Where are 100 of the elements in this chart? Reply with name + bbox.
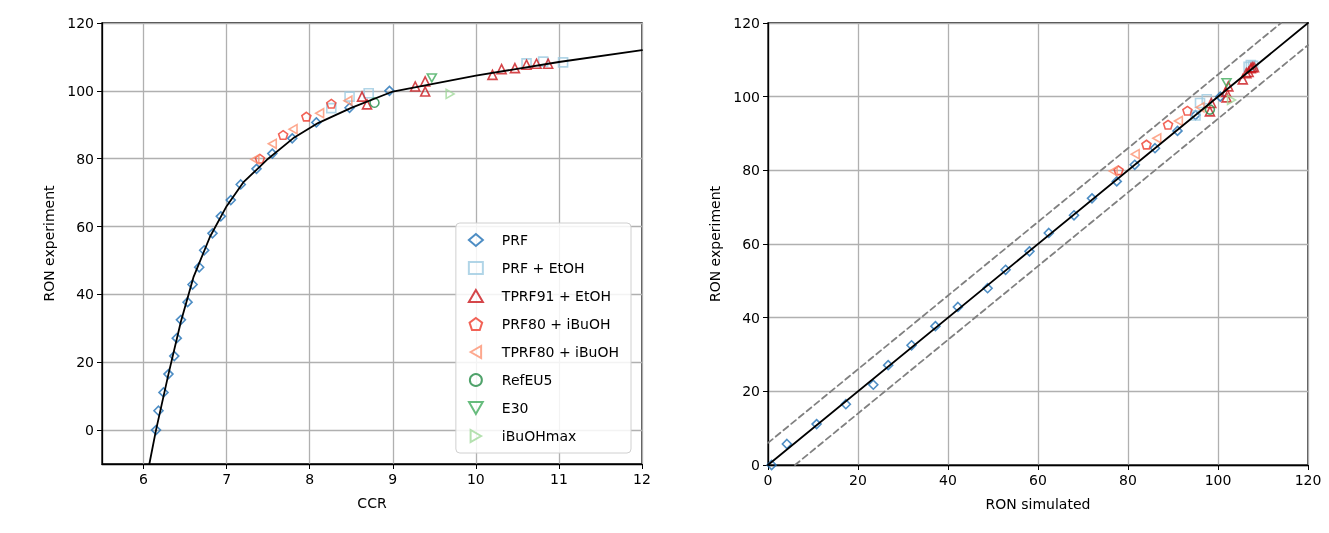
x-tick-label: 9: [388, 471, 398, 487]
y-tick-label: 60: [742, 236, 760, 252]
point: [426, 73, 438, 83]
y-tick-label: 100: [733, 88, 760, 105]
x-tick-label: 8: [305, 471, 315, 487]
legend-label: RefEU5: [501, 372, 553, 388]
point: [509, 62, 521, 74]
point: [1214, 91, 1226, 102]
x-tick-label: 100: [1204, 472, 1232, 488]
point: [496, 63, 507, 75]
point: [1221, 92, 1232, 103]
y-tick-label: 0: [751, 457, 760, 473]
x-tick-label: 10: [466, 471, 485, 487]
point: [1162, 119, 1174, 130]
point: [356, 91, 368, 102]
point: [187, 279, 198, 290]
point: [153, 405, 164, 417]
point: [363, 87, 374, 99]
point: [369, 97, 380, 109]
point: [325, 102, 337, 114]
point: [982, 282, 993, 294]
point: [301, 111, 312, 122]
x-tick-label: 6: [139, 471, 149, 487]
point: [531, 58, 542, 70]
point: [158, 387, 169, 398]
point: [1152, 132, 1162, 144]
point: [930, 320, 941, 332]
point: [906, 339, 917, 351]
point: [171, 332, 183, 344]
point: [343, 95, 353, 106]
y-tick-label: 40: [76, 286, 94, 303]
x-tick-label: 12: [633, 471, 651, 487]
y-tick-label: 20: [742, 383, 760, 400]
point: [344, 102, 355, 114]
x-tick-label: 20: [849, 472, 867, 488]
legend-label: PRF + EtOH: [501, 260, 585, 276]
point: [1108, 165, 1118, 177]
point: [254, 153, 266, 164]
point: [150, 424, 162, 436]
point: [1221, 77, 1232, 88]
point: [445, 88, 455, 100]
point: [1068, 209, 1080, 221]
point: [1141, 139, 1152, 150]
y-axis-title: RON experiment: [707, 185, 724, 303]
point: [215, 211, 227, 222]
point: [235, 179, 247, 190]
point: [1182, 105, 1193, 116]
x-tick-label: 11: [550, 471, 568, 487]
point: [1205, 97, 1217, 109]
point: [952, 301, 964, 313]
point: [1220, 86, 1232, 98]
point: [344, 91, 355, 102]
point: [419, 76, 431, 87]
x-axis-title: RON simulated: [985, 496, 1091, 512]
point: [419, 86, 431, 97]
y-tick-label: 100: [67, 82, 94, 99]
point: [1130, 148, 1140, 160]
point: [1086, 193, 1098, 204]
point: [182, 296, 193, 308]
point: [1172, 125, 1183, 137]
y-axis-title: RON experiment: [41, 184, 58, 302]
y-tick-label: 0: [85, 422, 94, 439]
point: [1223, 81, 1234, 92]
point: [542, 58, 554, 70]
point: [311, 117, 322, 128]
point: [175, 314, 187, 326]
point: [384, 85, 395, 97]
point: [286, 133, 298, 144]
point: [198, 244, 210, 256]
legend-label: TPRF91 + EtOH: [500, 288, 611, 304]
point: [361, 99, 373, 110]
point: [868, 379, 879, 390]
point: [1024, 246, 1035, 257]
point: [409, 81, 421, 92]
point: [207, 228, 218, 239]
x-tick-label: 60: [1029, 472, 1047, 488]
point: [251, 163, 262, 175]
legend-label: PRF: [501, 232, 529, 248]
point: [557, 57, 569, 68]
point: [168, 350, 180, 362]
y-tick-label: 20: [76, 354, 94, 371]
point: [781, 438, 793, 450]
legend-label: iBuOHmax: [501, 428, 577, 444]
point: [487, 69, 498, 81]
y-tick-label: 40: [742, 309, 760, 326]
point: [1043, 227, 1055, 239]
point: [277, 129, 289, 141]
legend-label: PRF80 + iBuOH: [501, 316, 611, 332]
x-tick-label: 40: [939, 472, 957, 488]
point: [267, 148, 278, 159]
point: [1226, 94, 1237, 106]
point: [250, 154, 260, 165]
point: [840, 398, 852, 410]
point: [1000, 264, 1011, 276]
point: [163, 368, 174, 380]
legend-label: TPRF80 + iBuOH: [500, 344, 620, 360]
y-tick-label: 80: [76, 150, 94, 167]
point: [1194, 97, 1206, 109]
point: [267, 138, 278, 150]
x-tick-label: 120: [1294, 472, 1322, 488]
